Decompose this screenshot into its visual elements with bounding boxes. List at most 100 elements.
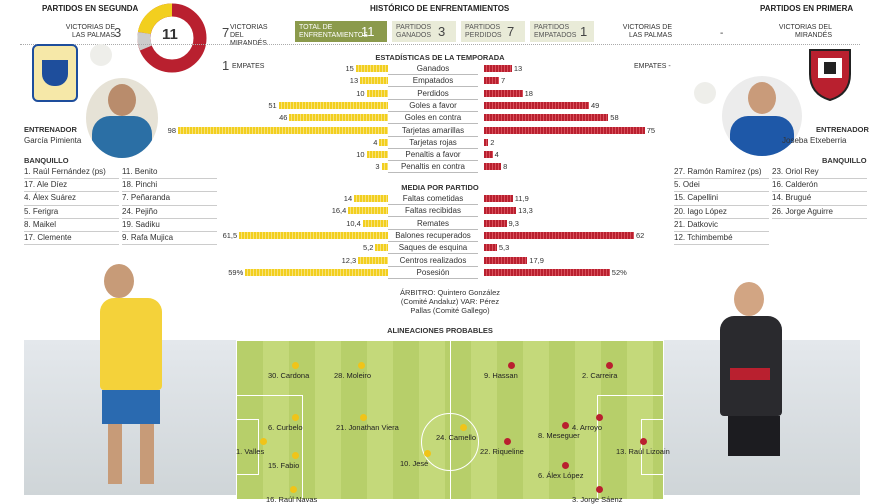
player-name: 6. Álex López [538,471,584,480]
player-name: 8. Meseguer [538,431,580,440]
home-value: 61,5 [222,230,238,240]
home-bar [362,219,388,227]
stat-row: Balones recuperados 61,5 62 [0,230,880,242]
referee-line1: ÁRBITRO: Quintero González [399,288,501,297]
right-bench-label: BANQUILLO [822,156,867,165]
player-marker [292,414,299,421]
home-value: 59% [228,267,244,277]
player-name: 10. Jesé [400,459,429,468]
away-value: 75 [646,125,656,135]
home-value: 10 [356,88,365,98]
stat-row: Penaltis a favor 10 4 [0,150,880,162]
left-title: PARTIDOS EN SEGUNDA [42,4,139,13]
mirandes-crest [804,44,856,102]
away-bar [484,77,499,85]
left-bench-list-b: 11. Benito 18. Pinchi 7. Peñaranda 24. Peji… [122,166,217,246]
away-value: 13,3 [518,206,533,216]
las-palmas-crest [32,44,78,102]
empates-right-label: EMPATES - [634,63,671,70]
average-title: MEDIA POR PARTIDO [401,183,479,192]
bench-player: 15. Capellini [674,192,769,206]
header-divider [20,44,860,45]
home-bar [381,163,388,171]
player-name: 4. Arroyo [572,423,603,432]
away-value: 2 [490,137,495,147]
away-value: 4 [494,150,499,160]
away-value: 62 [636,230,645,240]
bench-player: 11. Benito [122,166,217,180]
home-bar [239,231,388,239]
player-name: 15. Fabio [268,461,300,470]
bench-player: 27. Ramón Ramírez (ps) [674,166,769,180]
las-palmas-player-photo [74,258,214,495]
won-box: PARTIDOS GANADOS 3 [392,21,456,42]
left-coach-photo [86,78,158,158]
bench-player: 9. Rafa Mujica [122,232,217,246]
player-marker [358,362,365,369]
total-box: TOTAL DE ENFRENTAMIENTOS 11 [295,21,387,42]
bench-player: 12. Tchimbembé [674,232,769,246]
bench-player: 20. Iago López [674,206,769,219]
right-title: PARTIDOS EN PRIMERA [760,4,854,13]
stat-label: Saques de esquina [388,243,478,255]
player-name: 9. Hassan [484,371,518,380]
home-value: 4 [373,137,378,147]
right-bench-list-a: 27. Ramón Ramírez (ps) 5. Odei 15. Capelli… [674,166,769,246]
home-value: 3 [375,162,380,172]
stat-label: Balones recuperados [388,231,478,242]
stat-row: Ganados 15 13 [0,64,880,75]
bench-player: 1. Raúl Fernández (ps) [24,166,119,180]
right-coach-name: Joseba Etxeberria [782,136,847,145]
home-value: 10 [356,150,365,160]
away-bar [484,163,502,171]
left-coach-label: ENTRENADOR [24,125,77,134]
player-marker [606,362,613,369]
bench-player: 4. Álex Suárez [24,192,119,206]
home-bar [379,138,388,146]
bench-player: 16. Calderón [772,179,867,193]
away-bar [484,138,489,146]
stat-row: Centros realizados 12,3 17,9 [0,255,880,267]
bench-player: 5. Ferigra [24,206,119,219]
stat-row: Tarjetas rojas 4 2 [0,137,880,149]
bench-player: 21. Datkovic [674,219,769,233]
stat-row: Saques de esquina 5,2 5,3 [0,243,880,255]
home-bar [366,89,388,97]
home-bar [245,268,388,276]
bench-player: 17. Ale Díez [24,179,119,193]
away-value: 11,9 [514,194,529,203]
stat-row: Perdidos 10 18 [0,88,880,100]
home-bar [360,77,388,85]
stat-label: Faltas cometidas [388,194,478,205]
total-label: TOTAL DE ENFRENTAMIENTOS [299,23,368,39]
player-name: 13. Raúl Lizoain [616,447,670,456]
stat-label: Centros realizados [388,256,478,267]
right-dash: - [720,28,724,39]
away-value: 58 [610,113,619,123]
player-marker [292,362,299,369]
left-bench-label: BANQUILLO [24,156,69,165]
away-bar [484,151,493,159]
stat-label: Goles en contra [388,113,478,125]
stat-label: Faltas recibidas [388,206,478,218]
away-bar [484,207,517,215]
total-value: 11 [361,23,375,39]
history-donut [137,3,207,73]
stat-label: Remates [388,219,478,230]
bench-player: 7. Peñaranda [122,192,217,206]
center-title: HISTÓRICO DE ENFRENTAMIENTOS [370,4,510,13]
stat-row: Posesión 59% 52% [0,267,880,279]
player-marker [562,422,569,429]
away-bar [484,114,609,122]
right-lp-label: VICTORIAS DE LAS PALMAS [622,24,672,39]
home-bar [278,101,388,109]
home-value: 12,3 [341,255,357,265]
stat-row: Goles a favor 51 49 [0,101,880,112]
stat-label: Empatados [388,76,478,88]
player-name: 6. Curbelo [268,423,303,432]
stat-row: Faltas cometidas 14 11,9 [0,194,880,205]
home-bar [366,151,388,159]
stat-row: Tarjetas amarillas 98 75 [0,125,880,137]
right-coach-label: ENTRENADOR [816,125,869,134]
stat-row: Remates 10,4 9,3 [0,219,880,230]
